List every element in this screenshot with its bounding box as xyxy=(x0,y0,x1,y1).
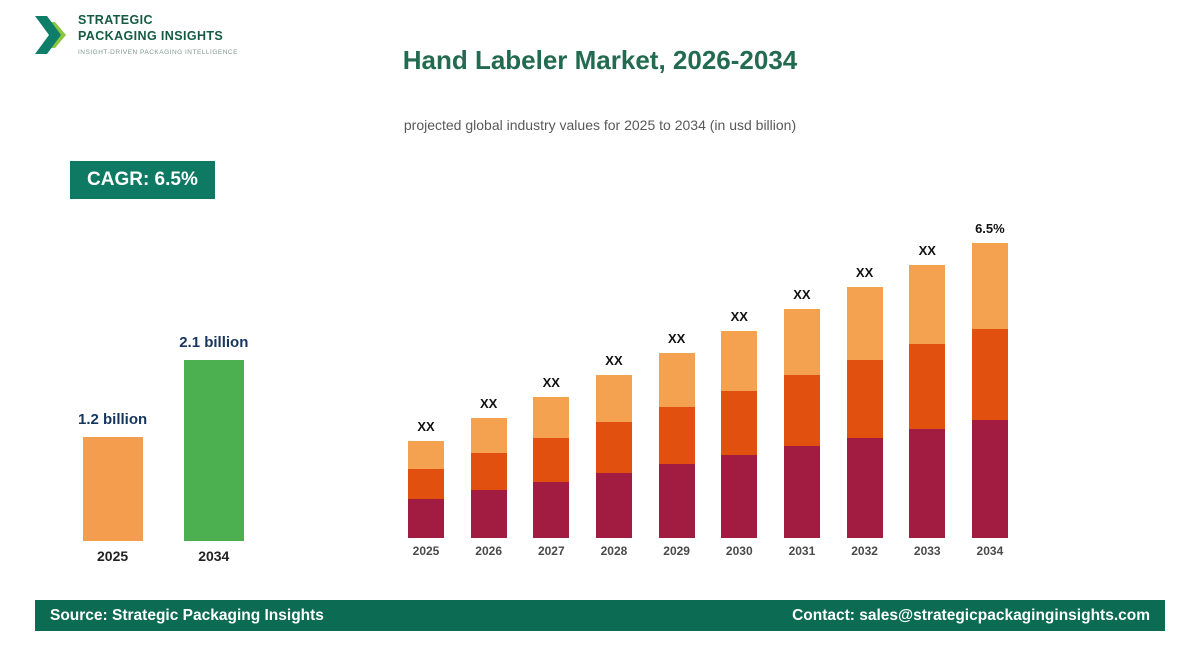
stacked-bar-chart: XX 2025 XX 2026 XX 2027 XX 2028 XX 2029 XX 2030 XX 20… xyxy=(408,221,1008,558)
year-label: 2033 xyxy=(913,544,941,558)
comparison-year-label: 2034 xyxy=(198,548,230,564)
year-label: 2031 xyxy=(788,544,816,558)
stacked-bar-group: XX 2032 xyxy=(846,265,883,558)
stacked-bar-group: XX 2028 xyxy=(595,353,632,558)
stacked-bar-group: XX 2030 xyxy=(721,309,758,558)
stacked-bar-group: 6.5% 2034 xyxy=(971,221,1008,558)
segment-middle-tier xyxy=(846,360,883,438)
bar-value-label: XX xyxy=(855,265,874,280)
segment-bottom-tier xyxy=(846,438,883,538)
stacked-bar xyxy=(595,375,632,538)
segment-top-tier xyxy=(909,265,946,344)
stacked-bar-group: XX 2025 xyxy=(408,419,444,558)
brand-name-line-2: PACKAGING INSIGHTS xyxy=(78,29,224,44)
segment-top-tier xyxy=(595,375,632,422)
segment-bottom-tier xyxy=(408,499,444,538)
stacked-bar xyxy=(783,309,820,538)
segment-middle-tier xyxy=(783,375,820,446)
segment-middle-tier xyxy=(595,422,632,473)
year-label: 2025 xyxy=(412,544,440,558)
footer-contact: Contact: sales@strategicpackaginginsight… xyxy=(792,606,1150,624)
stacked-bar xyxy=(909,265,946,538)
stacked-bar xyxy=(533,397,570,538)
year-label: 2029 xyxy=(663,544,690,558)
segment-middle-tier xyxy=(408,469,444,499)
page-subtitle: projected global industry values for 202… xyxy=(403,117,797,133)
cagr-badge: CAGR: 6.5% xyxy=(70,161,215,199)
segment-bottom-tier xyxy=(595,473,632,538)
bar-value-label: XX xyxy=(605,353,623,368)
stacked-bar xyxy=(846,287,883,538)
segment-middle-tier xyxy=(971,329,1008,420)
stacked-bar-group: XX 2027 xyxy=(533,375,570,558)
segment-top-tier xyxy=(721,331,758,391)
segment-bottom-tier xyxy=(470,490,507,538)
year-label: 2034 xyxy=(976,544,1004,558)
year-label: 2030 xyxy=(725,544,753,558)
year-label: 2032 xyxy=(851,544,878,558)
segment-top-tier xyxy=(846,287,883,360)
brand-tagline: INSIGHT-DRIVEN PACKAGING INTELLIGENCE xyxy=(78,48,238,56)
brand-logo: STRATEGIC PACKAGING INSIGHTS INSIGHT-DRI… xyxy=(35,12,238,63)
segment-bottom-tier xyxy=(783,446,820,538)
comparison-value-label: 2.1 billion xyxy=(179,334,249,351)
segment-top-tier xyxy=(658,353,695,407)
year-label: 2027 xyxy=(537,544,565,558)
stacked-bar xyxy=(971,243,1008,538)
segment-bottom-tier xyxy=(909,429,946,538)
footer-bar: Source: Strategic Packaging Insights Con… xyxy=(35,600,1165,631)
bar-value-label: XX xyxy=(479,396,498,411)
bar-value-label: XX xyxy=(542,375,560,390)
segment-bottom-tier xyxy=(971,420,1008,538)
segment-middle-tier xyxy=(533,438,570,482)
comparison-bar-group: 2.1 billion 2034 xyxy=(179,334,248,564)
segment-top-tier xyxy=(783,309,820,375)
segment-top-tier xyxy=(470,418,507,453)
segment-middle-tier xyxy=(721,391,758,455)
segment-top-tier xyxy=(408,441,444,469)
comparison-chart: 1.2 billion 2025 2.1 billion 2034 xyxy=(78,334,248,564)
segment-bottom-tier xyxy=(533,482,570,538)
segment-middle-tier xyxy=(909,344,946,429)
segment-top-tier xyxy=(971,243,1008,329)
chevron-logo-icon xyxy=(35,12,69,63)
bar-value-label: XX xyxy=(417,419,435,434)
stacked-bar-group: XX 2029 xyxy=(658,331,695,558)
stacked-bar-group: XX 2033 xyxy=(909,243,946,558)
comparison-year-label: 2025 xyxy=(97,548,129,564)
segment-bottom-tier xyxy=(721,455,758,538)
year-label: 2026 xyxy=(475,544,502,558)
segment-top-tier xyxy=(533,397,570,438)
brand-name-line-1: STRATEGIC xyxy=(78,13,153,27)
segment-middle-tier xyxy=(470,453,507,490)
bar-value-label: XX xyxy=(667,331,686,346)
segment-middle-tier xyxy=(658,407,695,464)
segment-bottom-tier xyxy=(658,464,695,538)
footer-source: Source: Strategic Packaging Insights xyxy=(50,606,324,624)
stacked-bar-group: XX 2031 xyxy=(783,287,820,558)
stacked-bar xyxy=(470,418,507,538)
stacked-bar xyxy=(408,441,444,538)
comparison-bar xyxy=(82,437,143,541)
brand-logo-text: STRATEGIC PACKAGING INSIGHTS INSIGHT-DRI… xyxy=(78,12,238,56)
bar-value-label: XX xyxy=(918,243,936,258)
year-label: 2028 xyxy=(600,544,628,558)
bar-value-label: XX xyxy=(793,287,811,302)
comparison-value-label: 1.2 billion xyxy=(78,411,148,428)
stacked-bar xyxy=(721,331,758,538)
comparison-bar xyxy=(183,360,244,541)
page-title: Hand Labeler Market, 2026-2034 xyxy=(402,45,798,75)
comparison-bar-group: 1.2 billion 2025 xyxy=(78,411,147,564)
stacked-bar xyxy=(658,353,695,538)
stacked-bar-group: XX 2026 xyxy=(470,396,507,558)
bar-value-label: 6.5% xyxy=(975,221,1005,236)
bar-value-label: XX xyxy=(730,309,748,324)
